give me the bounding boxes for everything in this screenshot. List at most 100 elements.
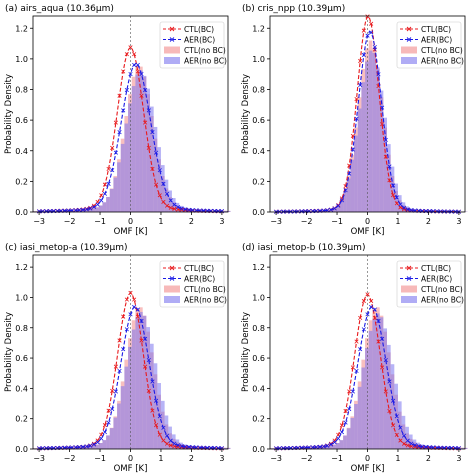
x-marker bbox=[143, 364, 148, 369]
legend-label: CTL(BC) bbox=[421, 264, 451, 273]
histogram-bar bbox=[354, 403, 358, 449]
x-marker bbox=[80, 444, 86, 449]
x-axis-label: OMF [K] bbox=[351, 464, 385, 474]
x-marker bbox=[401, 207, 407, 212]
x-marker bbox=[124, 327, 129, 332]
x-marker bbox=[183, 207, 188, 212]
x-marker bbox=[110, 388, 115, 393]
histogram-bar bbox=[157, 147, 161, 212]
x-marker bbox=[361, 298, 366, 304]
histogram-bar bbox=[368, 50, 373, 212]
legend-swatch-marker bbox=[169, 265, 175, 271]
x-marker bbox=[77, 445, 82, 450]
y-tick-label: 0.4 bbox=[15, 384, 28, 393]
x-marker bbox=[361, 52, 366, 58]
x-marker bbox=[347, 171, 352, 176]
y-tick-label: 0.8 bbox=[15, 324, 28, 333]
x-marker bbox=[132, 52, 137, 57]
legend-swatch-marker bbox=[406, 26, 412, 32]
legend: CTL(BC) AER(BC)CTL(no BC) AER(no BC) bbox=[159, 260, 227, 308]
legend-box bbox=[396, 21, 462, 69]
x-tick-label: −3 bbox=[270, 217, 282, 226]
x-marker bbox=[128, 71, 133, 77]
histogram-bar bbox=[365, 348, 369, 449]
x-marker bbox=[168, 438, 173, 443]
histogram-bar bbox=[87, 446, 92, 449]
histogram-bar bbox=[321, 446, 325, 449]
legend-label: AER(BC) bbox=[184, 275, 215, 284]
x-marker bbox=[172, 441, 177, 446]
histogram-bar bbox=[372, 52, 377, 213]
histogram-bar bbox=[357, 108, 362, 212]
x-marker bbox=[84, 444, 89, 449]
histogram-bar bbox=[117, 403, 121, 449]
y-tick-label: 0.8 bbox=[252, 324, 265, 333]
x-tick-label: 1 bbox=[158, 217, 163, 226]
x-marker bbox=[328, 441, 334, 446]
histogram-bar bbox=[361, 367, 366, 449]
y-axis-label: Probability Density bbox=[241, 74, 251, 154]
x-tick-label: −3 bbox=[33, 454, 45, 463]
y-tick-label: 0.6 bbox=[15, 116, 28, 125]
x-marker bbox=[146, 108, 151, 113]
histogram-bar bbox=[131, 329, 136, 449]
histogram-bar bbox=[343, 435, 347, 449]
x-marker bbox=[369, 298, 374, 304]
x-marker bbox=[150, 130, 155, 135]
x-marker bbox=[401, 441, 407, 446]
x-marker bbox=[190, 208, 195, 213]
panel-title: (d) iasi_metop-b (10.39μm) bbox=[242, 243, 365, 253]
x-marker bbox=[139, 93, 144, 98]
x-marker bbox=[332, 206, 337, 211]
x-marker bbox=[91, 441, 97, 446]
x-marker bbox=[372, 307, 377, 312]
x-marker bbox=[117, 368, 122, 374]
histogram-bar bbox=[354, 135, 358, 212]
y-tick-label: 0.2 bbox=[252, 177, 265, 186]
x-marker bbox=[168, 443, 173, 448]
x-marker bbox=[277, 446, 282, 451]
x-marker bbox=[380, 122, 385, 127]
x-marker bbox=[99, 193, 104, 198]
legend: CTL(BC) AER(BC)CTL(no BC) AER(no BC) bbox=[396, 260, 464, 308]
histogram-bar bbox=[390, 364, 395, 449]
x-marker bbox=[37, 209, 42, 214]
x-marker bbox=[383, 154, 388, 159]
histogram-bar bbox=[324, 446, 329, 449]
legend-box bbox=[159, 260, 225, 308]
panel-title: (b) cris_npp (10.39μm) bbox=[242, 4, 345, 14]
histogram-bar bbox=[372, 318, 377, 449]
x-marker bbox=[387, 178, 392, 183]
x-marker bbox=[325, 208, 330, 213]
x-marker bbox=[121, 347, 126, 352]
legend-label: AER(BC) bbox=[184, 36, 215, 45]
x-marker bbox=[409, 208, 414, 213]
x-marker bbox=[157, 168, 162, 173]
histogram-bar bbox=[376, 67, 380, 212]
x-marker bbox=[365, 292, 370, 297]
x-tick-label: 3 bbox=[219, 454, 224, 463]
histogram-bar bbox=[460, 447, 464, 449]
histogram-bar bbox=[142, 315, 147, 449]
histogram-bar bbox=[405, 426, 409, 449]
x-tick-label: −3 bbox=[270, 454, 282, 463]
x-marker bbox=[77, 208, 82, 213]
x-marker bbox=[132, 297, 137, 302]
y-tick-label: 1.0 bbox=[15, 293, 28, 302]
x-marker bbox=[376, 72, 381, 77]
x-marker bbox=[372, 315, 377, 321]
x-marker bbox=[412, 443, 418, 448]
x-tick-label: −2 bbox=[64, 217, 76, 226]
legend: CTL(BC) AER(BC)CTL(no BC) AER(no BC) bbox=[396, 21, 464, 69]
histogram-bar bbox=[379, 90, 384, 212]
x-tick-label: 0 bbox=[365, 454, 370, 463]
histogram-bar bbox=[102, 440, 107, 449]
histogram-bar bbox=[332, 444, 336, 449]
histogram-bar bbox=[357, 386, 362, 449]
x-marker bbox=[354, 339, 359, 344]
histogram-bar bbox=[463, 447, 468, 449]
x-marker bbox=[99, 436, 104, 441]
panel-title: (a) airs_aqua (10.36μm) bbox=[5, 4, 114, 14]
x-marker bbox=[405, 207, 410, 212]
legend-swatch-marker bbox=[169, 37, 175, 42]
